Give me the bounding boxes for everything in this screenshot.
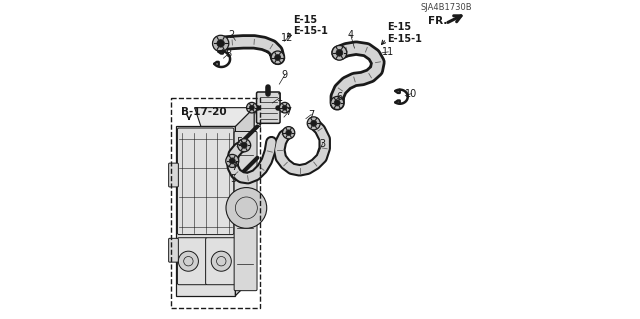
- Circle shape: [212, 35, 229, 52]
- Polygon shape: [236, 108, 254, 296]
- Circle shape: [275, 55, 281, 61]
- FancyBboxPatch shape: [169, 238, 179, 262]
- Text: 3: 3: [319, 139, 326, 149]
- Polygon shape: [176, 126, 236, 296]
- Text: 9: 9: [282, 70, 288, 80]
- Text: 2: 2: [228, 30, 235, 40]
- Circle shape: [250, 105, 254, 110]
- Text: 7: 7: [285, 108, 291, 117]
- Circle shape: [332, 46, 347, 60]
- Text: 8: 8: [225, 49, 232, 59]
- FancyBboxPatch shape: [234, 131, 257, 291]
- Text: 4: 4: [348, 30, 354, 40]
- Circle shape: [211, 251, 231, 271]
- Circle shape: [286, 130, 291, 136]
- Text: 1: 1: [277, 93, 283, 103]
- Text: 5: 5: [230, 174, 236, 184]
- Text: E-15
E-15-1: E-15 E-15-1: [387, 22, 422, 44]
- Circle shape: [237, 139, 251, 152]
- Text: SJA4B1730B: SJA4B1730B: [420, 3, 472, 12]
- Polygon shape: [195, 108, 260, 126]
- Circle shape: [280, 102, 290, 113]
- FancyBboxPatch shape: [257, 92, 280, 123]
- Circle shape: [271, 51, 284, 64]
- Circle shape: [241, 142, 247, 148]
- Circle shape: [179, 251, 198, 271]
- Text: 6: 6: [337, 92, 342, 102]
- Circle shape: [226, 188, 267, 228]
- Circle shape: [307, 117, 320, 130]
- Circle shape: [311, 120, 317, 126]
- Text: 5: 5: [236, 137, 243, 146]
- Text: E-15
E-15-1: E-15 E-15-1: [293, 15, 328, 36]
- Text: B-17-20: B-17-20: [180, 108, 226, 117]
- Text: FR.: FR.: [428, 16, 447, 26]
- Text: 7: 7: [232, 161, 238, 172]
- Circle shape: [217, 40, 225, 47]
- Circle shape: [282, 127, 295, 139]
- FancyBboxPatch shape: [177, 238, 207, 285]
- Text: 12: 12: [281, 33, 294, 43]
- Text: 10: 10: [405, 89, 418, 99]
- Circle shape: [246, 102, 257, 113]
- Circle shape: [229, 158, 236, 164]
- Text: 7: 7: [308, 109, 314, 120]
- FancyBboxPatch shape: [169, 163, 179, 187]
- Text: 11: 11: [382, 47, 394, 57]
- Circle shape: [331, 96, 344, 109]
- Circle shape: [282, 105, 287, 110]
- Circle shape: [336, 49, 343, 56]
- Circle shape: [226, 154, 239, 167]
- FancyBboxPatch shape: [205, 238, 236, 285]
- Circle shape: [334, 100, 340, 106]
